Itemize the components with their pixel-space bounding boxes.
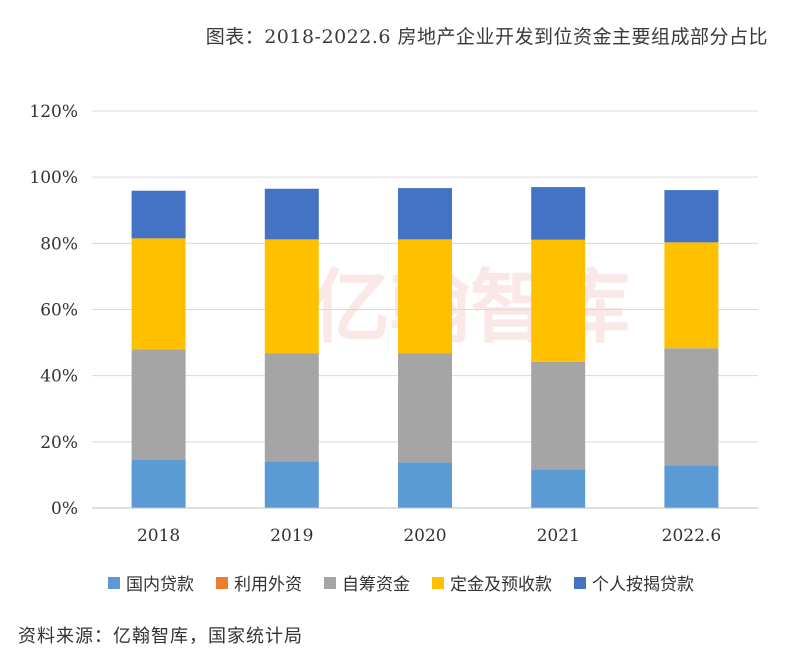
bar-segment xyxy=(264,353,319,462)
legend-label: 国内贷款 xyxy=(126,575,194,595)
bar-segment xyxy=(131,349,186,461)
chart-title: 图表：2018-2022.6 房地产企业开发到位资金主要组成部分占比 xyxy=(205,26,768,48)
bars xyxy=(131,187,719,508)
legend-label: 定金及预收款 xyxy=(450,575,552,595)
legend-swatch xyxy=(108,576,120,589)
bar-segment xyxy=(264,461,319,508)
bar-segment xyxy=(264,188,319,240)
bar-segment xyxy=(398,462,452,508)
bar-segment xyxy=(664,190,719,243)
bar-segment xyxy=(664,242,719,349)
legend-label: 个人按揭贷款 xyxy=(592,575,694,595)
legend: 国内贷款 利用外资 自筹资金 定金及预收款 个人按揭贷款 xyxy=(0,570,802,595)
y-tick-label: 20% xyxy=(40,433,78,453)
legend-item: 国内贷款 xyxy=(108,570,194,595)
y-tick-label: 60% xyxy=(40,301,78,321)
x-tick-label: 2018 xyxy=(137,526,180,546)
bar-segment xyxy=(531,239,586,362)
bar-segment xyxy=(131,190,186,239)
legend-label: 自筹资金 xyxy=(342,575,410,595)
legend-item: 利用外资 xyxy=(216,570,302,595)
bar-segment xyxy=(398,239,452,354)
legend-item: 定金及预收款 xyxy=(432,570,552,595)
legend-swatch xyxy=(216,576,228,589)
stacked-bar-chart: 亿翰智库 0%20%40%60%80%100%120%2018 2019 2020 2… xyxy=(29,102,758,546)
legend-swatch xyxy=(324,576,336,589)
bar-segment xyxy=(264,239,319,354)
legend-swatch xyxy=(432,576,444,589)
x-tick-label: 2019 xyxy=(270,526,313,546)
legend-label: 利用外资 xyxy=(234,575,302,595)
x-tick-label: 2022.6 xyxy=(662,526,721,546)
y-tick-label: 0% xyxy=(51,499,78,519)
bar-segment xyxy=(664,348,719,466)
source-note: 资料来源：亿翰智库，国家统计局 xyxy=(18,626,303,647)
y-tick-label: 80% xyxy=(40,234,78,254)
legend-item: 个人按揭贷款 xyxy=(574,570,694,595)
bar-segment xyxy=(664,465,719,508)
bar-segment xyxy=(531,187,586,240)
axes: 0% 20% 40% 60% 80% 100% 120% 2018 2019 2020 2021 20… xyxy=(29,102,758,546)
y-tick-label: 40% xyxy=(40,367,78,387)
bar-segment xyxy=(131,460,186,508)
x-tick-label: 2021 xyxy=(537,526,580,546)
bar-segment xyxy=(531,361,586,470)
legend-item: 自筹资金 xyxy=(324,570,410,595)
x-tick-label: 2020 xyxy=(403,526,446,546)
legend-swatch xyxy=(574,576,586,589)
y-tick-label: 120% xyxy=(29,102,78,122)
y-tick-label: 100% xyxy=(29,168,78,188)
bar-segment xyxy=(398,188,452,240)
bar-segment xyxy=(531,469,586,508)
bar-segment xyxy=(131,238,186,350)
bar-segment xyxy=(398,353,452,463)
